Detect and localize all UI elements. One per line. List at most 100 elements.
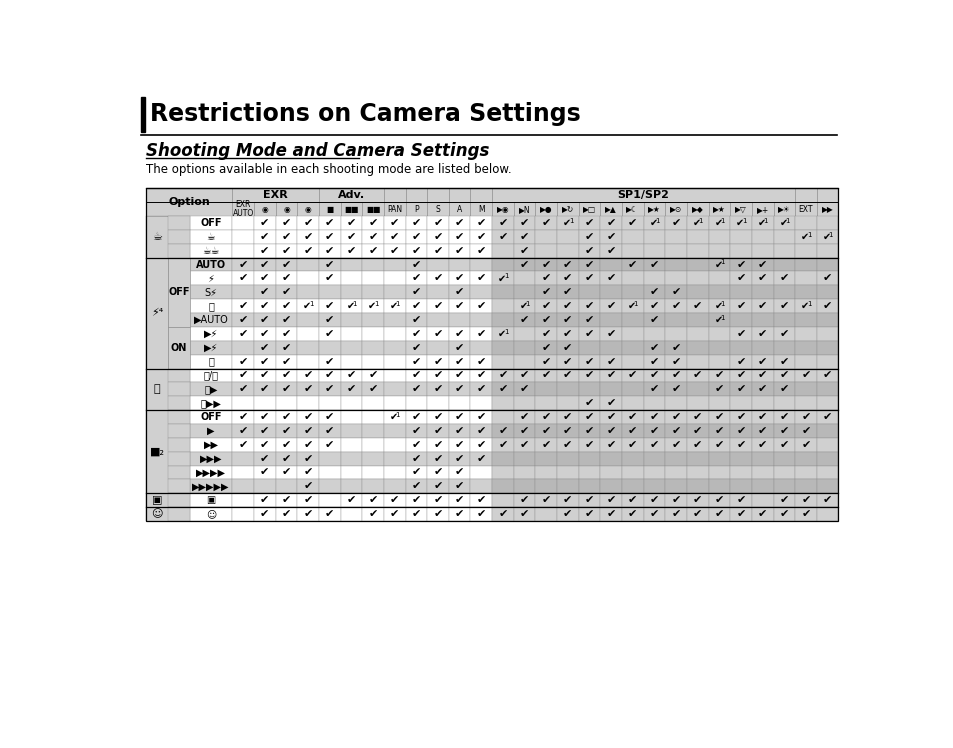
Text: ✔: ✔ xyxy=(455,384,464,394)
Text: ✔: ✔ xyxy=(390,509,399,519)
Text: ✔: ✔ xyxy=(584,218,594,228)
Text: Restrictions on Camera Settings: Restrictions on Camera Settings xyxy=(150,102,580,126)
Bar xyxy=(578,507,599,521)
Bar xyxy=(535,272,557,285)
Bar xyxy=(340,327,362,341)
Bar xyxy=(233,244,253,257)
Text: ▶▽: ▶▽ xyxy=(735,205,746,214)
Bar xyxy=(318,327,340,341)
Bar xyxy=(405,299,427,313)
Text: ✔: ✔ xyxy=(519,245,529,256)
Bar xyxy=(795,355,816,369)
Bar xyxy=(578,479,599,493)
Bar xyxy=(708,313,729,327)
Bar xyxy=(816,202,838,216)
Bar xyxy=(405,479,427,493)
Bar xyxy=(318,216,340,230)
Bar xyxy=(340,507,362,521)
Bar xyxy=(557,230,578,244)
Bar xyxy=(773,493,795,507)
Text: ✔: ✔ xyxy=(758,384,766,394)
Bar xyxy=(751,313,773,327)
Text: ✔: ✔ xyxy=(736,440,745,450)
Text: ▶□: ▶□ xyxy=(582,205,596,214)
Bar xyxy=(448,452,470,465)
Text: ▶N: ▶N xyxy=(518,205,530,214)
Bar xyxy=(664,327,686,341)
Bar xyxy=(362,438,383,452)
Text: OFF: OFF xyxy=(200,412,222,422)
Bar xyxy=(816,272,838,285)
Bar xyxy=(383,230,405,244)
Bar xyxy=(233,202,253,216)
Bar xyxy=(146,257,168,272)
Bar xyxy=(729,479,751,493)
Text: ✔: ✔ xyxy=(325,509,335,519)
Text: ✔: ✔ xyxy=(303,412,313,422)
Text: ✔: ✔ xyxy=(390,301,397,311)
Text: ✔: ✔ xyxy=(412,232,420,242)
Bar xyxy=(816,479,838,493)
Text: ✔: ✔ xyxy=(671,440,680,450)
Text: ✔: ✔ xyxy=(260,495,270,505)
Bar xyxy=(816,244,838,257)
Bar xyxy=(340,438,362,452)
Bar xyxy=(448,299,470,313)
Bar xyxy=(816,285,838,299)
Text: ✔: ✔ xyxy=(476,218,485,228)
Bar xyxy=(751,396,773,410)
Text: ✔: ✔ xyxy=(584,315,594,325)
Bar xyxy=(599,424,621,438)
Bar xyxy=(253,216,275,230)
Bar xyxy=(795,216,816,230)
Bar xyxy=(190,438,233,452)
Text: ▶☀: ▶☀ xyxy=(777,205,790,214)
Bar xyxy=(708,341,729,355)
Bar xyxy=(773,327,795,341)
Bar xyxy=(233,438,253,452)
Bar xyxy=(816,341,838,355)
Text: ✔: ✔ xyxy=(692,509,701,519)
Bar xyxy=(448,396,470,410)
Text: ✔: ✔ xyxy=(281,426,291,436)
Bar xyxy=(318,410,340,424)
Text: ✔: ✔ xyxy=(346,218,355,228)
Bar xyxy=(168,257,190,272)
Bar xyxy=(773,396,795,410)
Bar xyxy=(708,424,729,438)
Text: ▣: ▣ xyxy=(152,495,162,505)
Bar xyxy=(297,272,318,285)
Bar xyxy=(297,396,318,410)
Bar xyxy=(146,230,168,244)
Bar xyxy=(816,188,838,202)
Bar xyxy=(427,188,448,202)
Bar xyxy=(514,493,535,507)
Text: ✔: ✔ xyxy=(541,440,550,450)
Text: ✔: ✔ xyxy=(412,218,420,228)
Text: ✔: ✔ xyxy=(671,218,680,228)
Bar xyxy=(253,493,275,507)
Bar xyxy=(664,369,686,382)
Bar xyxy=(168,382,190,396)
Text: ✔: ✔ xyxy=(801,412,810,422)
Bar xyxy=(253,230,275,244)
Bar xyxy=(492,202,514,216)
Bar xyxy=(514,202,535,216)
Bar xyxy=(146,188,838,521)
Bar xyxy=(708,355,729,369)
Text: ✔: ✔ xyxy=(584,495,594,505)
Bar xyxy=(686,216,708,230)
Bar xyxy=(708,257,729,272)
Bar xyxy=(362,299,383,313)
Bar xyxy=(492,465,514,479)
Text: ✔: ✔ xyxy=(390,232,399,242)
Bar xyxy=(146,382,168,396)
Bar xyxy=(190,507,233,521)
Bar xyxy=(340,230,362,244)
Text: 1: 1 xyxy=(568,218,573,224)
Bar xyxy=(405,355,427,369)
Text: ✔: ✔ xyxy=(519,509,529,519)
Bar xyxy=(795,369,816,382)
Text: ✔: ✔ xyxy=(671,357,680,367)
Bar xyxy=(470,452,492,465)
